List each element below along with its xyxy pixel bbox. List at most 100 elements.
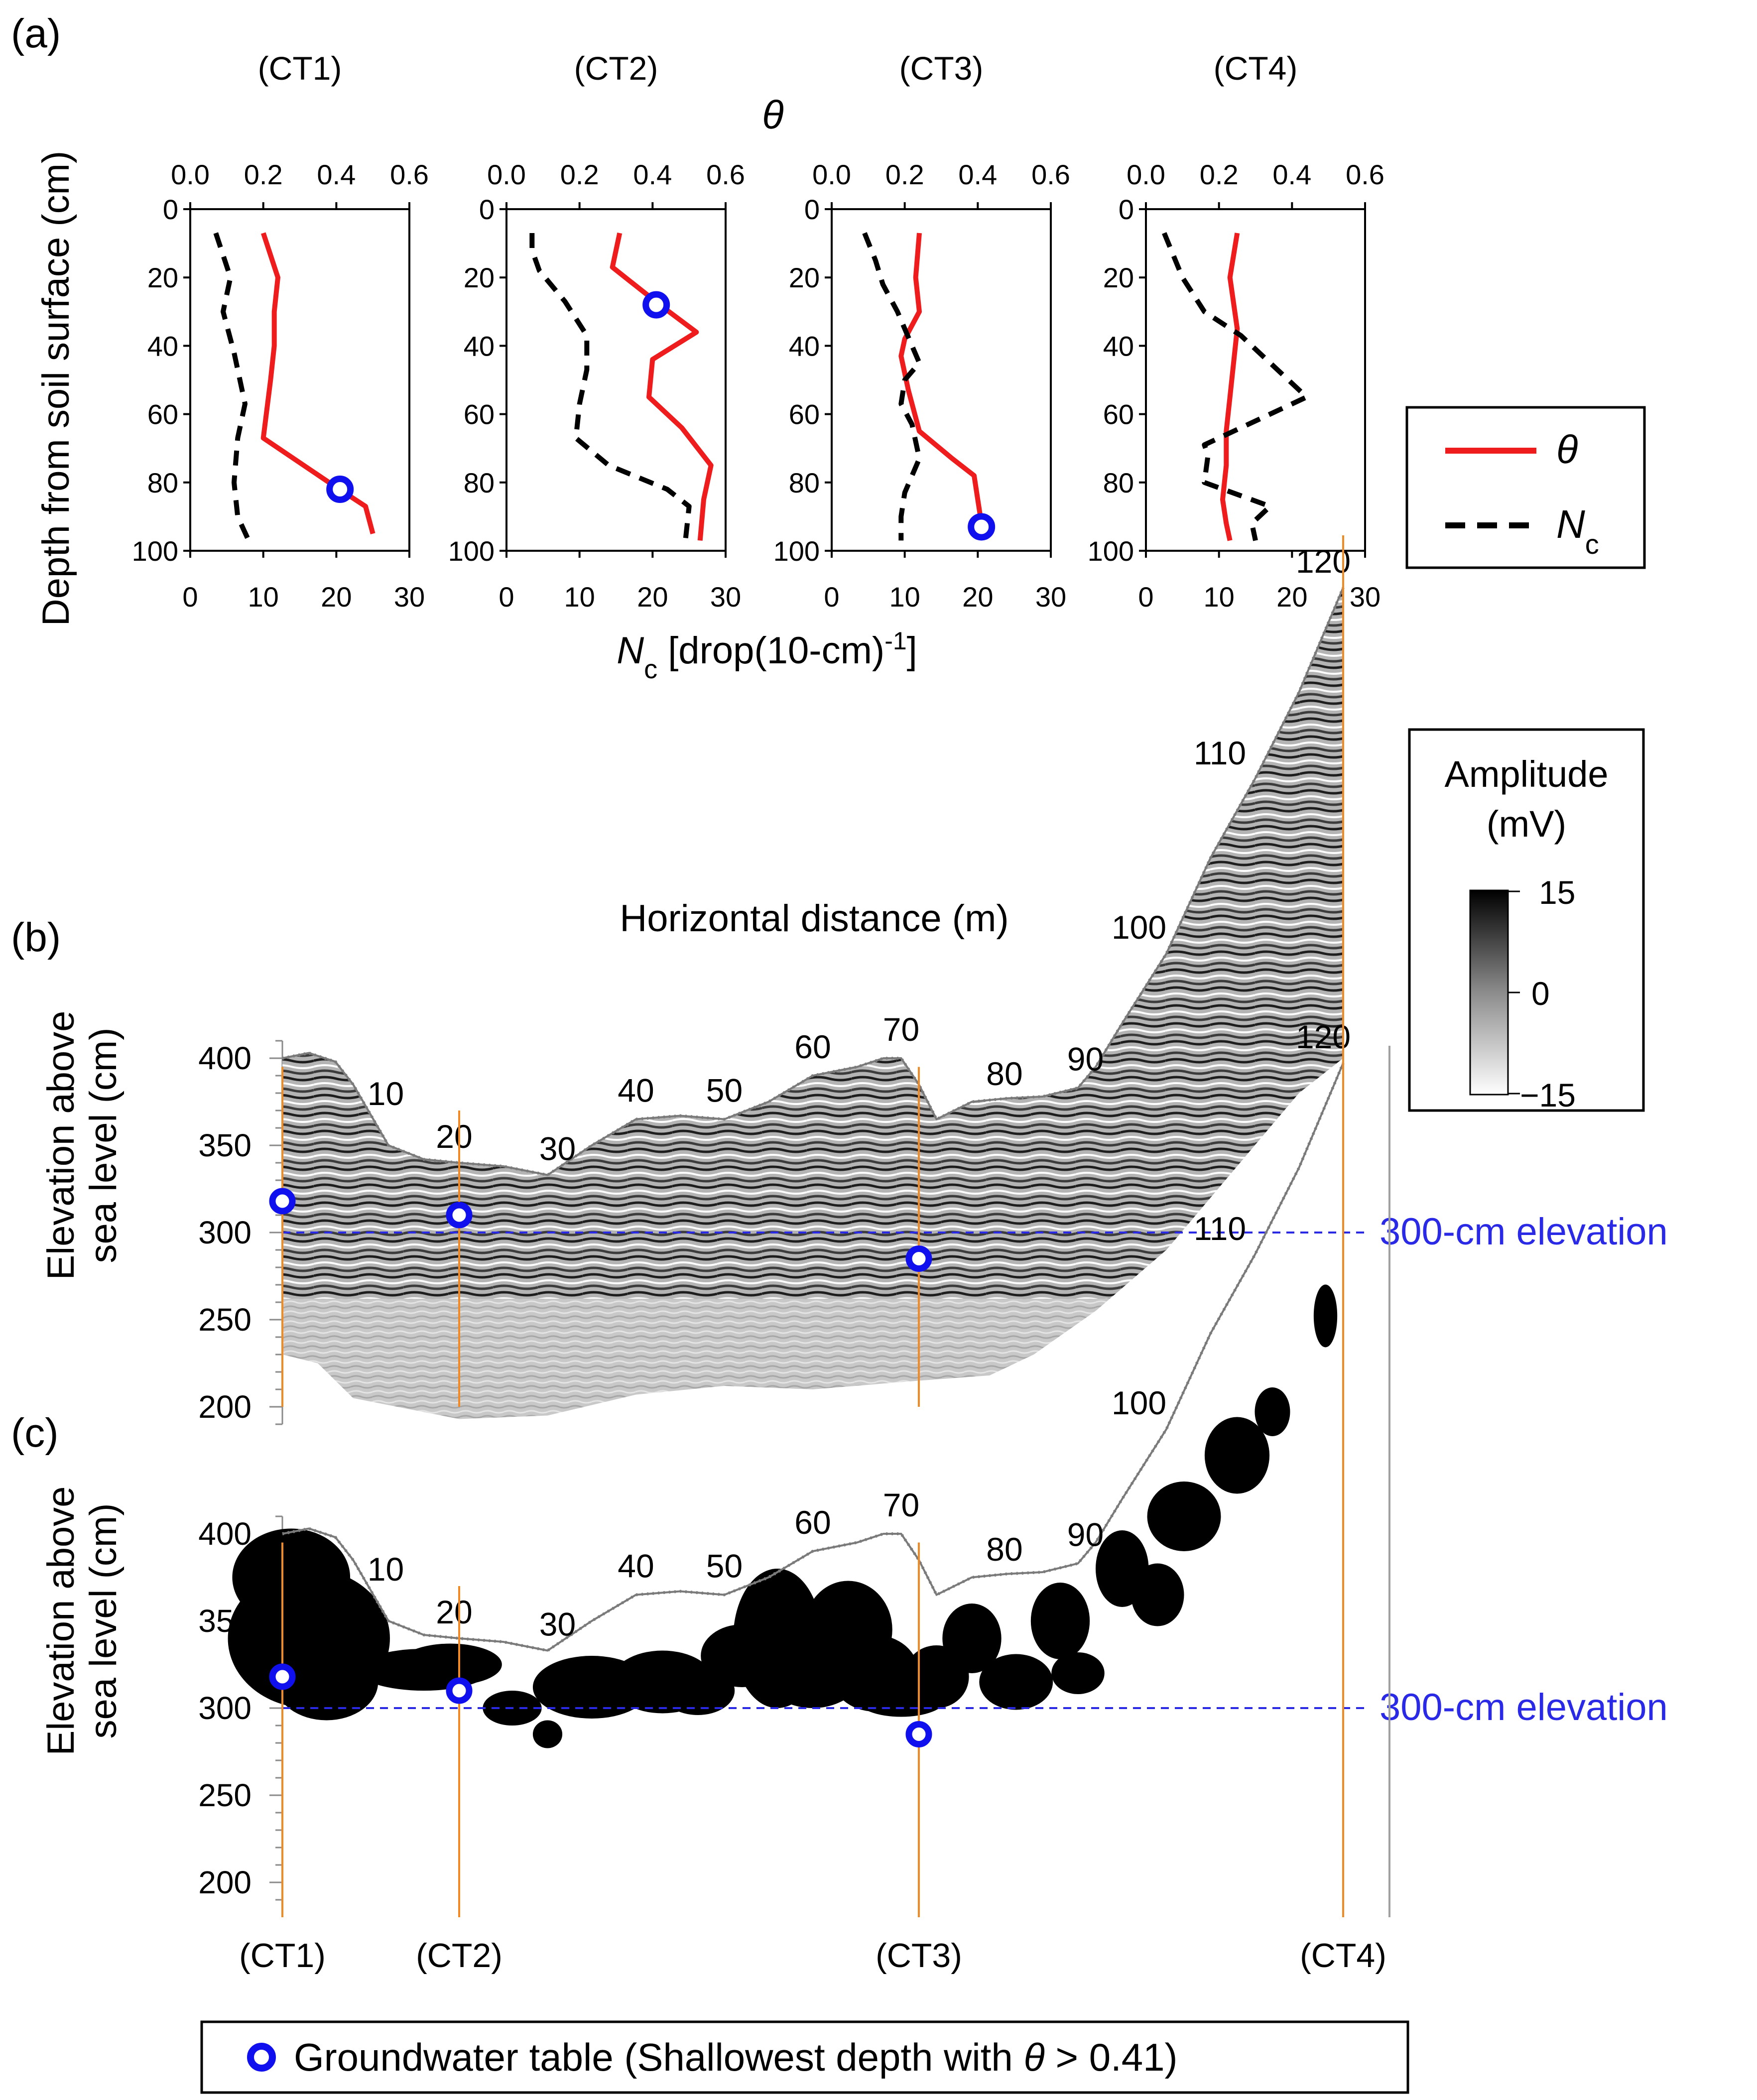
nc-tick-label: 30 <box>710 581 741 613</box>
distance-tick-label: 40 <box>618 1072 654 1109</box>
depth-tick-label: 20 <box>464 262 495 293</box>
distance-tick-label: 10 <box>368 1075 404 1112</box>
profile-frame-3 <box>831 208 1052 552</box>
groundwater-legend-text: Groundwater table (Shallowest depth with… <box>294 2035 1178 2079</box>
panel-c: 400 350 300 250 200 10 20 30 40 50 60 70 80 90 100 110 1… <box>198 1011 1668 1917</box>
elevation-tick-label: 250 <box>198 1777 251 1813</box>
distance-tick-label: 60 <box>794 1028 831 1065</box>
nc-tick-label: 0 <box>1138 581 1153 613</box>
nc-series-1 <box>213 232 251 542</box>
theta-tick-label: 0.0 <box>171 159 210 190</box>
depth-axis-label: Depth from soil surface (cm) <box>35 151 77 626</box>
profile-title-3: (CT3) <box>899 50 984 87</box>
high-amplitude-zone <box>1051 1652 1105 1694</box>
depth-tick-label: 80 <box>789 467 820 498</box>
depth-tick-label: 40 <box>147 330 178 362</box>
high-amplitude-zone <box>1313 1284 1338 1348</box>
distance-tick-label: 30 <box>539 1606 576 1643</box>
groundwater-point-b <box>905 1245 932 1272</box>
theta-series-1 <box>260 232 376 534</box>
nc-axis-end: ] <box>907 629 917 672</box>
elevation-label-c-line1: Elevation above <box>40 1486 82 1756</box>
nc-tick-label: 0 <box>182 581 198 613</box>
elevation-label-c-line2: sea level (cm) <box>82 1503 125 1739</box>
distance-tick-label: 50 <box>706 1072 743 1109</box>
distance-tick-label: 110 <box>1194 1210 1246 1247</box>
profile-3: (CT3) 0.0 0.2 0.4 0.6 0 10 20 30 0 20 40 60 80 100 <box>773 50 1070 613</box>
theta-tick-label: 0.4 <box>633 159 672 190</box>
profile-frame-1 <box>189 208 410 552</box>
groundwater-marker-3 <box>968 513 996 541</box>
distance-tick-label: 70 <box>883 1011 919 1048</box>
high-amplitude-zone <box>1131 1563 1184 1626</box>
distance-tick-label: 80 <box>986 1531 1022 1568</box>
theta-tick-label: 0.0 <box>812 159 851 190</box>
depth-tick-label: 20 <box>789 262 820 293</box>
depth-tick-label: 0 <box>163 194 178 225</box>
station-label: (CT1) <box>239 1937 326 1975</box>
high-amplitude-zone <box>1030 1583 1090 1659</box>
groundwater-legend-box <box>200 2020 1409 2094</box>
distance-tick-label: 90 <box>1067 1041 1104 1078</box>
theta-tick-label: 0.4 <box>958 159 997 190</box>
station-label: (CT2) <box>416 1937 502 1975</box>
elevation-tick-label: 200 <box>198 1864 251 1900</box>
theta-series-3 <box>898 233 984 524</box>
groundwater-legend-symbol: θ <box>1023 2035 1044 2079</box>
nc-tick-label: 20 <box>321 581 352 613</box>
profile-frame-2 <box>505 208 727 552</box>
profile-title-2: (CT2) <box>574 50 658 87</box>
reference-label-c: 300-cm elevation <box>1380 1686 1668 1729</box>
depth-tick-label: 100 <box>773 535 820 567</box>
high-amplitude-zone <box>532 1720 563 1748</box>
panel-label-b: (b) <box>11 915 61 960</box>
profile-title-4: (CT4) <box>1214 50 1298 87</box>
nc-axis-symbol: N <box>617 629 644 672</box>
nc-axis-sup: -1 <box>884 627 906 655</box>
depth-tick-label: 60 <box>464 399 495 430</box>
distance-tick-label: 40 <box>618 1548 654 1585</box>
groundwater-point-b <box>269 1188 296 1215</box>
groundwater-point-c <box>269 1663 296 1690</box>
distance-axis-title: Horizontal distance (m) <box>620 897 1008 940</box>
theta-tick-label: 0.0 <box>1127 159 1165 190</box>
high-amplitude-zone <box>275 1643 378 1721</box>
nc-tick-label: 20 <box>637 581 668 613</box>
nc-tick-label: 20 <box>962 581 993 613</box>
elevation-tick-label: 350 <box>198 1127 251 1163</box>
high-amplitude-zone <box>1204 1417 1270 1494</box>
depth-tick-label: 80 <box>147 467 178 498</box>
theta-tick-label: 0.2 <box>1200 159 1239 190</box>
theta-series-2 <box>610 232 714 541</box>
amplitude-colorbar <box>1469 889 1509 1096</box>
distance-tick-label: 90 <box>1067 1516 1104 1553</box>
distance-tick-label: 120 <box>1296 1018 1351 1055</box>
amplitude-label-zero: 0 <box>1531 975 1550 1012</box>
theta-series-4 <box>1220 233 1240 541</box>
depth-tick-label: 40 <box>1103 330 1134 362</box>
nc-tick-label: 30 <box>1350 581 1380 613</box>
depth-tick-label: 20 <box>1103 262 1134 293</box>
nc-tick-label: 0 <box>824 581 839 613</box>
station-label: (CT4) <box>1300 1937 1386 1975</box>
nc-tick-label: 10 <box>1204 581 1235 613</box>
amplitude-label-min: −15 <box>1520 1077 1576 1113</box>
depth-tick-label: 60 <box>147 399 178 430</box>
groundwater-point-c <box>905 1721 932 1747</box>
distance-tick-label: 110 <box>1194 735 1246 771</box>
nc-tick-label: 10 <box>564 581 595 613</box>
depth-tick-label: 100 <box>448 535 495 567</box>
depth-tick-label: 0 <box>479 194 495 225</box>
nc-tick-label: 10 <box>248 581 279 613</box>
profile-2: (CT2) 0.0 0.2 0.4 0.6 0 10 20 30 0 20 40 60 80 100 <box>448 50 745 613</box>
legend-nc-sub: c <box>1585 528 1599 560</box>
elevation-tick-label: 400 <box>198 1516 251 1552</box>
nc-tick-label: 0 <box>499 581 514 613</box>
groundwater-legend-text-b: > 0.41) <box>1045 2035 1178 2079</box>
nc-tick-label: 10 <box>889 581 920 613</box>
depth-tick-label: 80 <box>464 467 495 498</box>
profile-panels: Horizontal distance (m) Elevation above … <box>40 535 1668 1975</box>
elevation-label-b-line2: sea level (cm) <box>82 1028 125 1263</box>
groundwater-legend-text-a: Groundwater table (Shallowest depth with <box>294 2035 1023 2079</box>
